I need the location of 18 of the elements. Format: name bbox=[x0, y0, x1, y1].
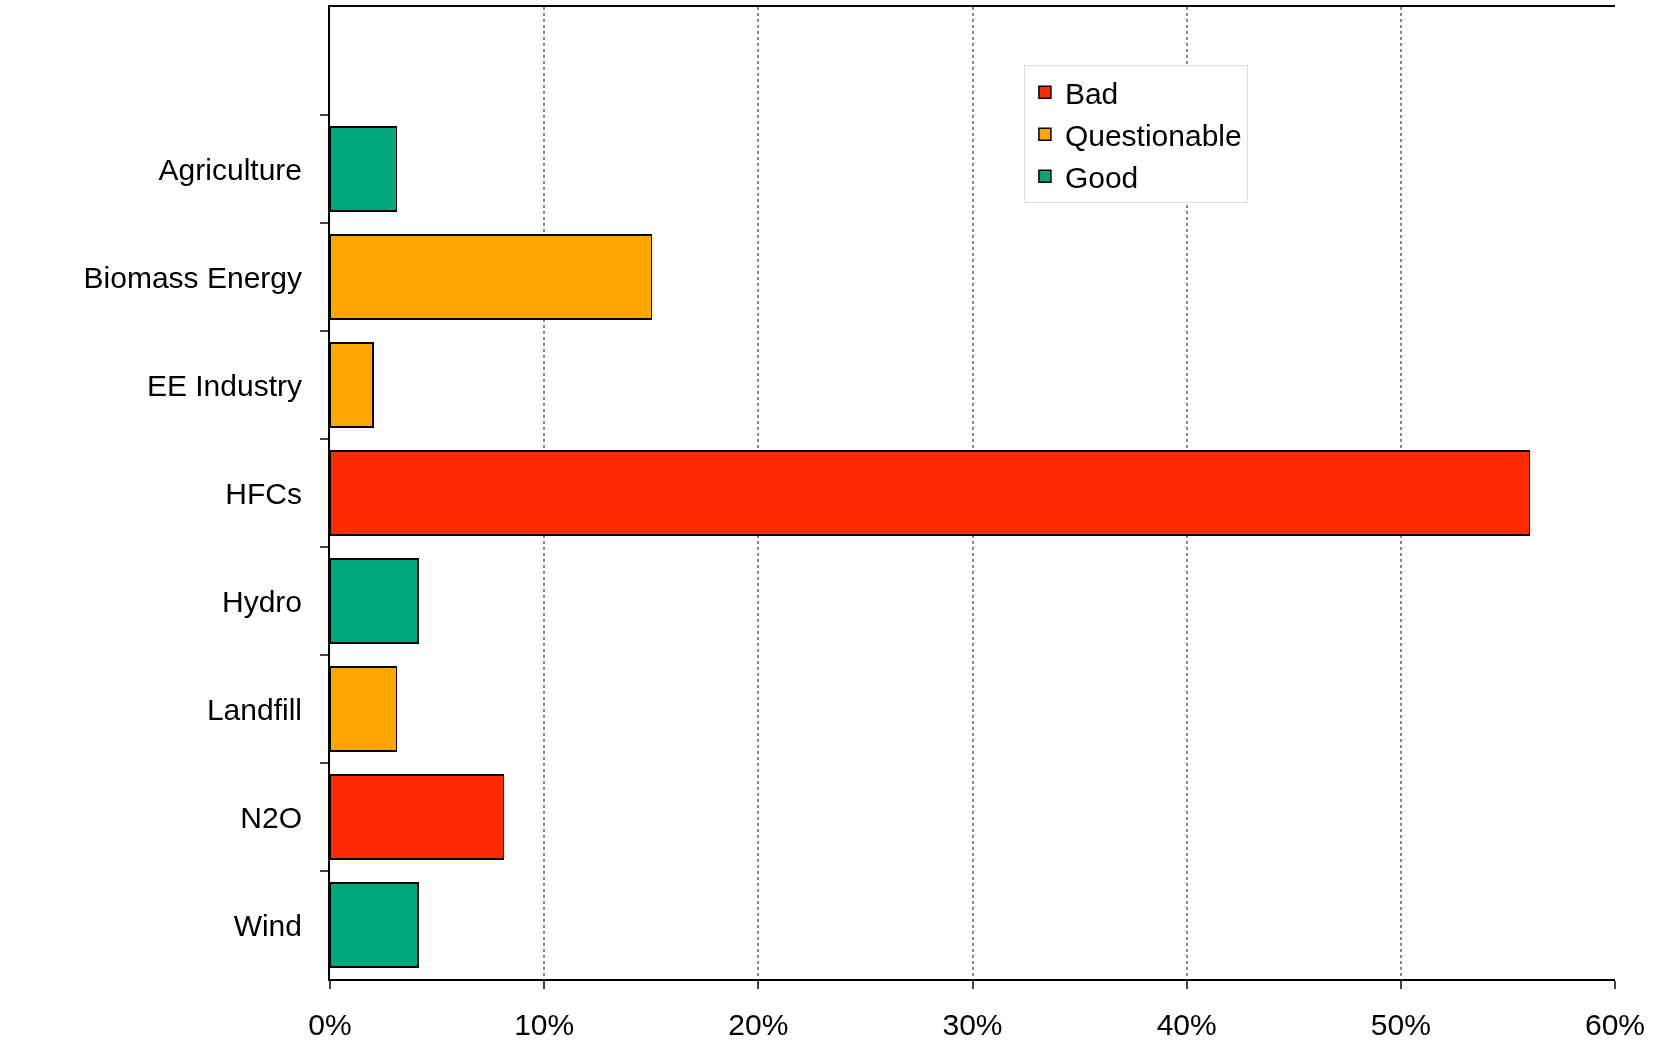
y-tick-label: Wind bbox=[233, 908, 302, 942]
y-tick-label: Biomass Energy bbox=[83, 260, 302, 294]
y-tick-label: N2O bbox=[240, 800, 302, 834]
y-tick-label: Hydro bbox=[221, 584, 302, 618]
y-tick-label: HFCs bbox=[225, 476, 302, 510]
x-tick-label: 60% bbox=[1584, 1008, 1646, 1041]
x-tick-label: 0% bbox=[308, 1008, 352, 1041]
x-tick-label: 20% bbox=[728, 1008, 789, 1041]
y-tick-label: Agriculture bbox=[158, 152, 302, 186]
x-tick-label: 40% bbox=[1156, 1008, 1217, 1041]
y-tick-label: Landfill bbox=[206, 692, 302, 726]
legend-label: Bad bbox=[1064, 77, 1119, 111]
y-tick-label: EE Industry bbox=[146, 368, 302, 402]
x-tick-label: 10% bbox=[514, 1008, 575, 1041]
legend-label: Questionable bbox=[1064, 119, 1242, 153]
x-tick-label: 30% bbox=[942, 1008, 1003, 1041]
legend-label: Good bbox=[1064, 161, 1139, 195]
x-tick-label: 50% bbox=[1370, 1008, 1431, 1041]
